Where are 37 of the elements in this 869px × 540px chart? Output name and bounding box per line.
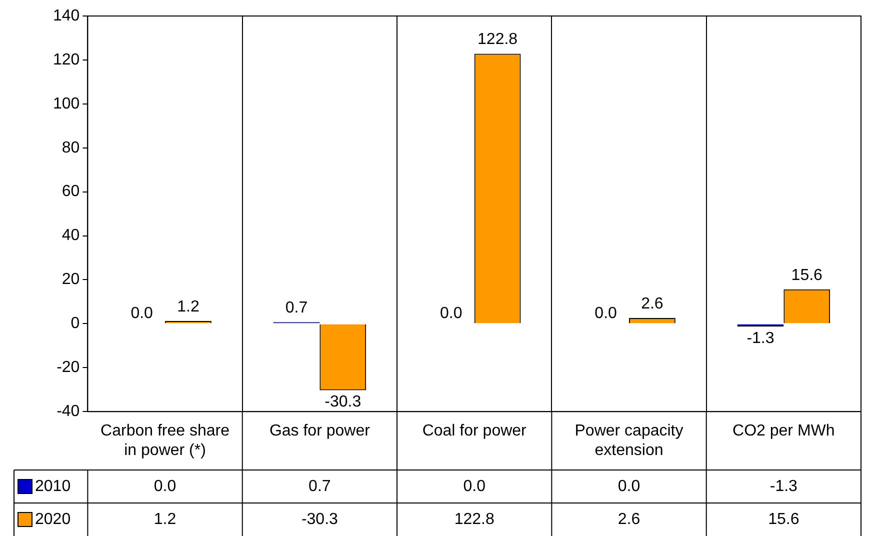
text: 122.8 bbox=[478, 31, 518, 48]
x-tick-label: Coal for power bbox=[422, 422, 528, 440]
y-tick-label: -40 bbox=[56, 403, 80, 420]
x-tick-label: Gas for power bbox=[269, 422, 371, 440]
legend-label: 2020 bbox=[35, 510, 71, 528]
data-label: 0.0 bbox=[463, 478, 486, 495]
text: 1.2 bbox=[177, 298, 200, 316]
y-tick-label: 120 bbox=[52, 51, 80, 68]
data-label: 122.8 bbox=[454, 510, 494, 528]
data-label: 1.2 bbox=[154, 510, 176, 528]
y-tick-label: 100 bbox=[52, 95, 80, 112]
y-tick-label: 0 bbox=[70, 315, 80, 332]
text: 0.0 bbox=[440, 305, 462, 322]
data-label: 0.7 bbox=[308, 478, 331, 495]
x-tick-label: Carbon free share in power (*) bbox=[100, 422, 230, 459]
y-tick-label: 80 bbox=[62, 139, 80, 156]
y-tick-label: 40 bbox=[62, 227, 80, 244]
text: 0.7 bbox=[285, 300, 308, 317]
data-label: -1.3 bbox=[770, 478, 798, 495]
data-label: 0.0 bbox=[154, 478, 176, 495]
y-tick-label: 60 bbox=[62, 183, 80, 200]
text: 0.0 bbox=[594, 305, 617, 322]
text: 15.6 bbox=[791, 266, 822, 284]
y-tick-label: -20 bbox=[56, 359, 80, 376]
text: 0.0 bbox=[130, 305, 153, 322]
data-label: 15.6 bbox=[768, 510, 800, 528]
data-label: -30.3 bbox=[301, 510, 338, 528]
text: 2.6 bbox=[641, 295, 664, 312]
text: -1.3 bbox=[746, 330, 774, 347]
data-label: 2.6 bbox=[618, 510, 640, 528]
x-tick-label: Power capacity extension bbox=[574, 422, 684, 459]
y-tick-label: 20 bbox=[62, 271, 80, 288]
y-tick-label: 140 bbox=[52, 7, 80, 24]
x-tick-label: CO2 per MWh bbox=[732, 422, 835, 440]
text: -30.3 bbox=[324, 394, 362, 411]
data-label: 0.0 bbox=[618, 478, 640, 495]
legend-label: 2010 bbox=[35, 478, 71, 495]
